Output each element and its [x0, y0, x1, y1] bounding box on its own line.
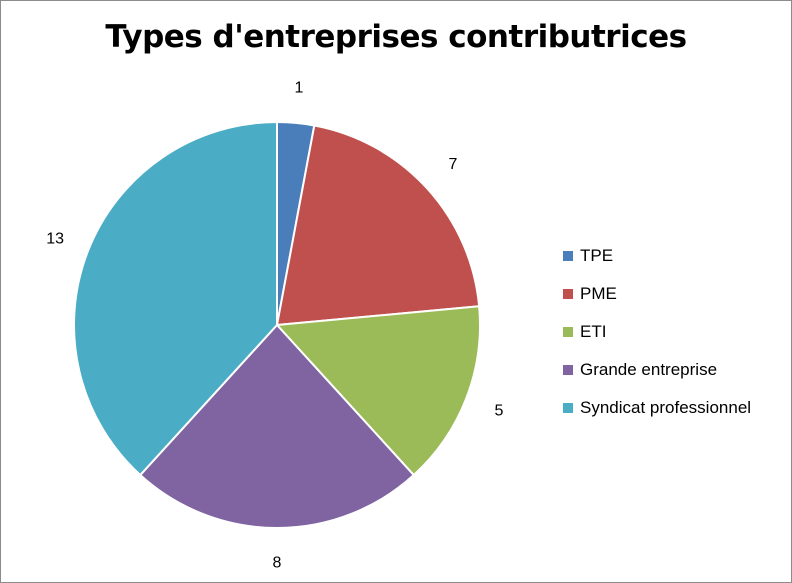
legend-swatch: [563, 403, 573, 413]
legend: TPE PME ETI Grande entreprise Syndicat profe…: [563, 237, 751, 427]
legend-item-tpe: TPE: [563, 237, 751, 275]
legend-label: ETI: [580, 322, 607, 341]
pie-slice-grande-entreprise: [138, 323, 416, 530]
data-label-eti: 5: [494, 403, 503, 420]
pie-slice-syndicat-professionnel: [73, 120, 278, 477]
legend-item-eti: ETI: [563, 313, 751, 351]
legend-swatch: [563, 327, 573, 337]
data-label-grande-entreprise: 8: [273, 555, 282, 572]
legend-label: Syndicat professionnel: [580, 398, 752, 417]
data-label-syndicat-professionnel: 13: [46, 231, 64, 248]
legend-label: TPE: [580, 246, 614, 265]
legend-swatch: [563, 289, 573, 299]
data-label-pme: 7: [448, 156, 457, 173]
pie-slice-eti: [274, 305, 481, 477]
legend-item-syndicat-professionnel: Syndicat professionnel: [563, 389, 751, 427]
legend-item-pme: PME: [563, 275, 751, 313]
data-label-tpe: 1: [295, 80, 304, 97]
legend-swatch: [563, 251, 573, 261]
pie-slice-pme: [275, 124, 481, 327]
legend-item-grande-entreprise: Grande entreprise: [563, 351, 751, 389]
legend-swatch: [563, 365, 573, 375]
legend-label: Grande entreprise: [580, 360, 718, 379]
chart-title: Types d'entreprises contributrices: [105, 19, 687, 55]
legend-label: PME: [580, 284, 617, 303]
